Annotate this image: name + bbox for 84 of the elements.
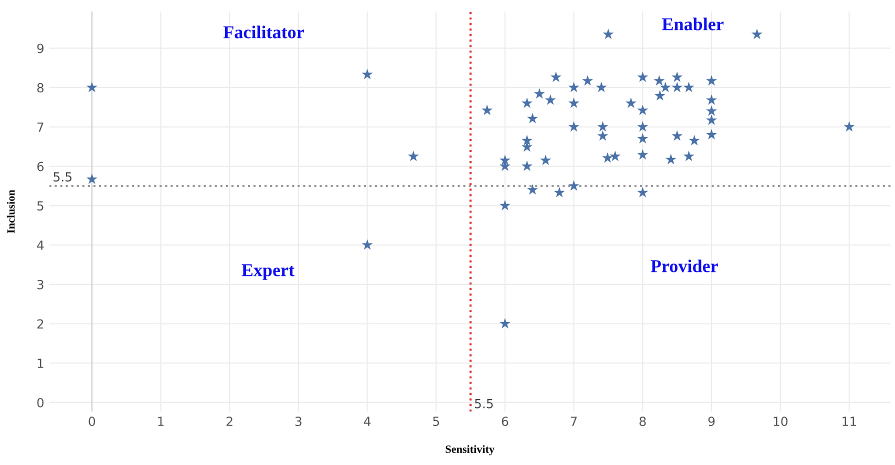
point xyxy=(625,98,636,108)
annotation: Enabler xyxy=(662,18,724,30)
point xyxy=(672,130,683,141)
point xyxy=(672,72,683,82)
x-tick-label: 2 xyxy=(226,416,232,426)
y-tick-label: 2 xyxy=(37,319,44,328)
point xyxy=(706,94,718,105)
point xyxy=(637,104,648,116)
y-tick-label: 1 xyxy=(38,358,44,368)
y-tick-label: 3 xyxy=(37,280,44,290)
x-tick-label: 3 xyxy=(295,416,302,426)
point xyxy=(568,82,580,92)
point xyxy=(521,98,533,108)
x-axis-title: Sensitivity xyxy=(446,445,494,456)
point xyxy=(86,82,98,92)
point xyxy=(86,173,98,184)
point xyxy=(568,98,580,108)
point xyxy=(637,132,648,144)
y-tick-label: 9 xyxy=(37,44,44,54)
annotation: Facilitator xyxy=(223,26,304,38)
point xyxy=(637,121,648,132)
point xyxy=(844,121,855,132)
x-tick-label: 7 xyxy=(570,416,577,426)
point xyxy=(706,75,718,86)
point xyxy=(521,160,533,172)
point xyxy=(683,82,694,92)
y-axis-title: Inclusion xyxy=(6,190,15,234)
point xyxy=(706,129,718,140)
point xyxy=(568,121,580,132)
point xyxy=(534,88,545,99)
point xyxy=(597,130,608,141)
point xyxy=(654,75,665,86)
annotation: Expert xyxy=(242,264,294,280)
point xyxy=(521,134,533,146)
point xyxy=(654,90,666,101)
point xyxy=(554,186,565,198)
point xyxy=(706,105,718,116)
point xyxy=(540,154,552,166)
y-tick-label: 4 xyxy=(37,240,44,250)
point xyxy=(602,152,614,163)
point xyxy=(637,149,648,160)
point xyxy=(751,28,762,40)
x-tick-label: 5 xyxy=(433,416,440,426)
x-tick-label: 1 xyxy=(158,416,164,426)
point xyxy=(362,68,373,80)
x-tick-label: 11 xyxy=(842,416,856,426)
point xyxy=(706,114,718,125)
point xyxy=(637,72,648,82)
point xyxy=(602,28,614,40)
point xyxy=(482,104,493,116)
ref-line-label: 5.5 xyxy=(54,172,72,182)
x-tick-label: 6 xyxy=(502,416,508,426)
point xyxy=(362,239,373,250)
point xyxy=(582,75,594,86)
point xyxy=(499,154,511,166)
point xyxy=(660,82,671,92)
point xyxy=(544,94,556,105)
point xyxy=(527,184,538,195)
x-tick-label: 4 xyxy=(364,416,371,426)
point xyxy=(597,121,608,132)
x-tick-label: 0 xyxy=(88,416,96,426)
x-tick-label: 8 xyxy=(640,416,646,426)
y-tick-label: 5 xyxy=(37,201,44,211)
point xyxy=(596,82,607,92)
ref-line-label: 5.5 xyxy=(474,399,493,408)
y-tick-label: 0 xyxy=(37,398,44,408)
point xyxy=(683,150,694,162)
point xyxy=(637,186,648,198)
point xyxy=(610,150,621,162)
point xyxy=(408,150,419,162)
y-tick-label: 8 xyxy=(37,83,44,93)
point xyxy=(550,72,562,82)
x-tick-label: 10 xyxy=(774,416,788,426)
point xyxy=(665,154,676,164)
point xyxy=(499,318,511,328)
x-tick-label: 9 xyxy=(708,416,715,426)
point xyxy=(499,200,511,210)
point xyxy=(688,134,700,146)
annotation: Provider xyxy=(650,260,718,272)
point xyxy=(672,82,683,92)
point xyxy=(527,112,538,124)
y-tick-label: 6 xyxy=(37,162,44,172)
point xyxy=(568,180,580,191)
y-tick-label: 7 xyxy=(37,122,44,132)
